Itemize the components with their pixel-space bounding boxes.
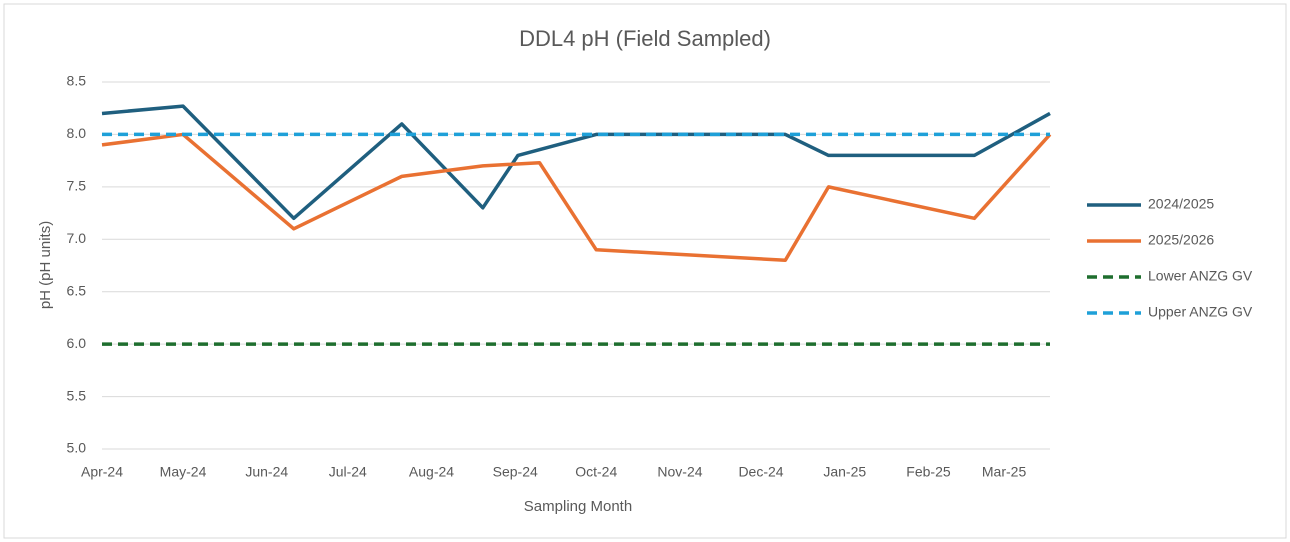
- y-tick-label: 5.0: [67, 440, 87, 456]
- y-tick-label: 6.0: [67, 335, 87, 351]
- legend-label: Lower ANZG GV: [1148, 268, 1253, 284]
- series-line: [101, 132, 1052, 263]
- x-tick-label: Jun-24: [245, 464, 288, 480]
- legend-label: 2024/2025: [1148, 196, 1214, 212]
- x-tick-label: Jan-25: [823, 464, 866, 480]
- x-tick-label: Apr-24: [81, 464, 123, 480]
- x-tick-label: Oct-24: [575, 464, 617, 480]
- y-tick-label: 7.0: [67, 230, 87, 246]
- x-tick-label: Feb-25: [906, 464, 951, 480]
- y-tick-label: 8.0: [67, 125, 87, 141]
- legend-label: Upper ANZG GV: [1148, 304, 1253, 320]
- legend-label: 2025/2026: [1148, 232, 1214, 248]
- chart-title: DDL4 pH (Field Sampled): [519, 26, 771, 51]
- x-tick-label: Jul-24: [329, 464, 367, 480]
- y-tick-label: 5.5: [67, 387, 87, 403]
- x-tick-label: Sep-24: [493, 464, 538, 480]
- y-tick-label: 6.5: [67, 282, 87, 298]
- x-tick-label: Mar-25: [982, 464, 1027, 480]
- x-tick-label: Nov-24: [657, 464, 702, 480]
- x-tick-label: May-24: [160, 464, 207, 480]
- y-tick-label: 8.5: [67, 73, 87, 89]
- chart-border: [3, 3, 1287, 539]
- x-tick-label: Aug-24: [409, 464, 454, 480]
- y-tick-label: 7.5: [67, 178, 87, 194]
- y-axis-title: pH (pH units): [37, 221, 54, 309]
- series-line: [101, 104, 1051, 221]
- x-axis-title: Sampling Month: [524, 498, 632, 515]
- x-tick-label: Dec-24: [738, 464, 783, 480]
